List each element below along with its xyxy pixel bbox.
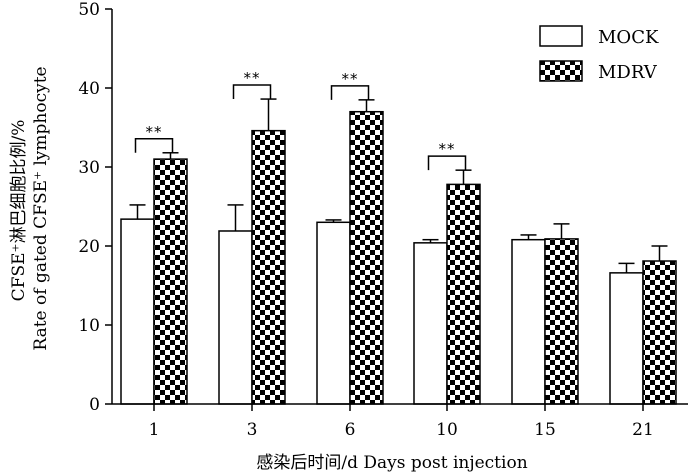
significance-bracket-3 <box>232 84 272 100</box>
y-tick-label-50: 50 <box>78 0 100 20</box>
x-tick-label-10: 10 <box>436 420 458 440</box>
y-axis-title-line1: CFSE⁺淋巴细胞比例/% <box>9 120 29 302</box>
bar-mdrv-15 <box>544 238 579 405</box>
bar-mock-21 <box>609 272 644 405</box>
bar-mdrv-10 <box>446 183 481 405</box>
bar-mdrv-6 <box>349 110 384 405</box>
significance-label-3: ** <box>244 69 261 87</box>
bar-mdrv-1 <box>153 158 188 405</box>
significance-bracket-6 <box>330 85 370 100</box>
x-tick-label-15: 15 <box>534 420 556 440</box>
legend-swatch-mock <box>539 25 583 47</box>
significance-label-10: ** <box>439 140 456 158</box>
bar-mdrv-3 <box>251 129 286 405</box>
bar-mock-15 <box>511 238 546 405</box>
significance-label-1: ** <box>146 123 163 141</box>
bar-mock-10 <box>413 242 448 405</box>
x-tick-label-3: 3 <box>247 420 258 440</box>
x-axis-title: 感染后时间/d Days post injection <box>256 453 527 473</box>
significance-label-6: ** <box>342 70 359 88</box>
legend-label-mdrv: MDRV <box>598 62 658 83</box>
y-tick-label-0: 0 <box>89 395 100 415</box>
y-tick-label-20: 20 <box>78 237 100 257</box>
bar-mock-6 <box>316 221 351 405</box>
significance-bracket-10 <box>427 155 467 171</box>
y-tick-label-40: 40 <box>78 79 100 99</box>
bar-mdrv-21 <box>642 260 677 405</box>
y-tick-label-30: 30 <box>78 158 100 178</box>
x-tick-label-6: 6 <box>345 420 356 440</box>
x-tick-label-1: 1 <box>149 420 160 440</box>
bar-mock-3 <box>218 230 253 405</box>
bar-mock-1 <box>120 218 155 405</box>
legend-label-mock: MOCK <box>598 27 659 48</box>
x-tick-label-21: 21 <box>632 420 654 440</box>
significance-bracket-1 <box>134 138 174 153</box>
y-axis-title-line2: Rate of gated CFSE⁺ lymphocyte <box>31 66 51 350</box>
y-tick-label-10: 10 <box>78 316 100 336</box>
legend-swatch-mdrv <box>539 60 583 82</box>
